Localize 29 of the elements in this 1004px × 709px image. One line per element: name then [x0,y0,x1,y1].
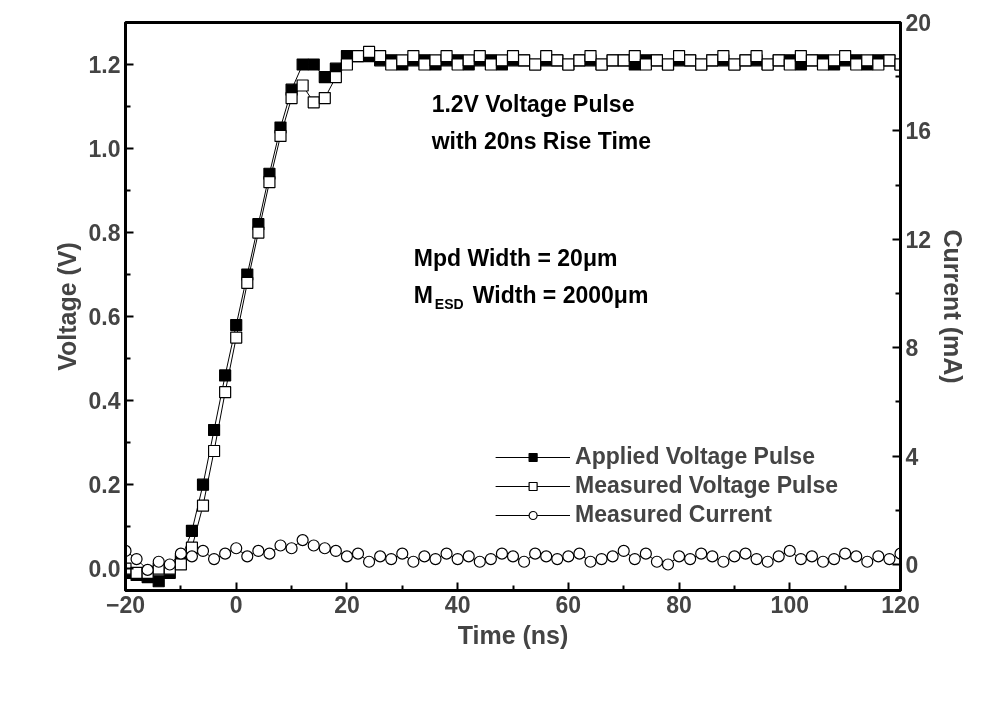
y-tick-label: 0.8 [88,220,121,247]
legend-label: Measured Voltage Pulse [575,472,838,499]
x-tick-label: 120 [881,591,920,618]
y2-axis-title: Current (mA) [939,229,968,384]
x-tick-label: 100 [770,591,809,618]
y2-tick-label: 12 [905,226,932,253]
y2-tick-label: 4 [905,443,919,470]
y-tick-label: 0.6 [88,304,121,331]
x-tick-label: 0 [229,591,243,618]
x-tick-label: 20 [334,591,360,618]
annotation: 1.2V Voltage Pulse with 20ns Rise Time [430,90,652,155]
annotation: Mpd Width = 20μm [413,245,618,272]
y2-tick-label: 20 [905,10,932,36]
legend-label: Applied Voltage Pulse [575,443,815,470]
x-axis-title: Time (ns) [457,620,569,649]
y-axis-title: Voltage (V) [52,242,81,371]
y-tick-label: 0.4 [88,388,121,415]
y-tick-label: 1.2 [88,52,121,79]
x-tick-label: 60 [555,591,582,618]
y-tick-label: 0.2 [88,472,121,499]
x-tick-label: 40 [444,591,471,618]
x-tick-label: −20 [105,591,146,618]
y2-tick-label: 16 [905,118,932,145]
y2-tick-label: 0 [905,551,919,578]
x-tick-label: 80 [666,591,692,618]
text: 0.0 [88,556,121,583]
y2-tick-label: 8 [905,335,919,362]
legend-label: Measured Current [575,501,772,528]
text: 1.0 [88,136,121,163]
